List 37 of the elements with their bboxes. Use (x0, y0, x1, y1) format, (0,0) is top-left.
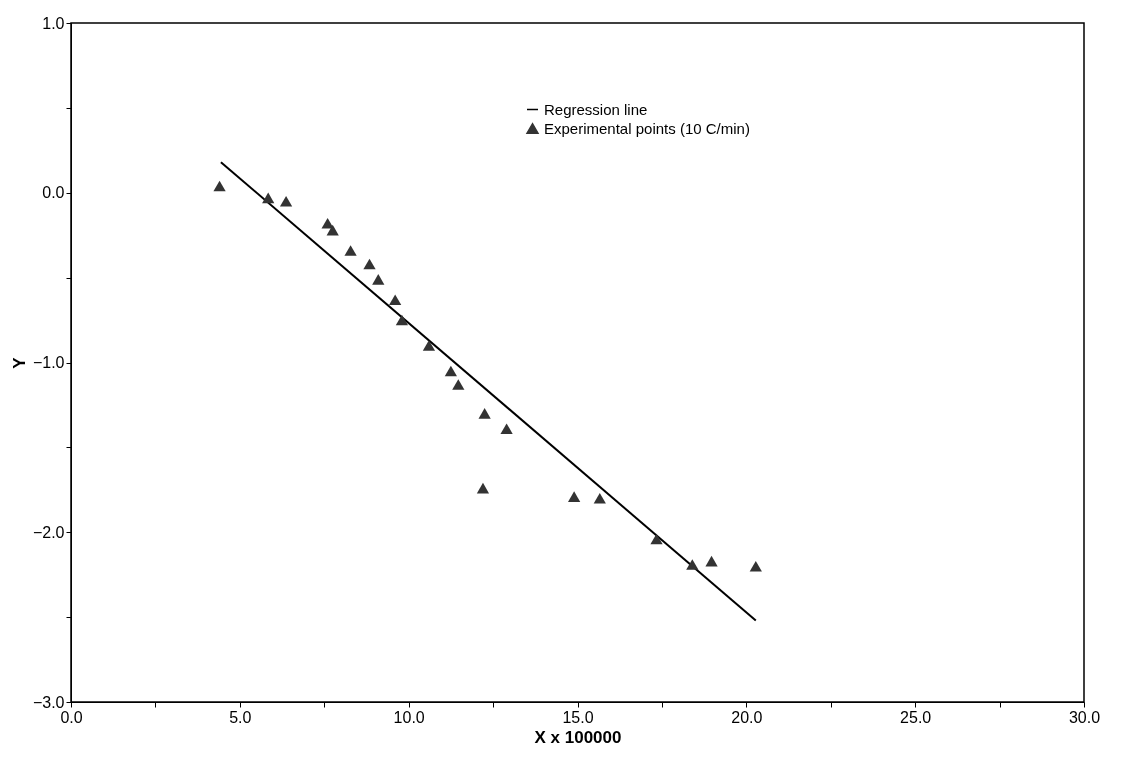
point (568, 491, 581, 502)
point (444, 365, 457, 377)
point (422, 340, 436, 351)
y-tick-label: 1.0 (42, 14, 65, 32)
legend-label: Experimental points (10 C/min) (544, 119, 750, 137)
point (395, 314, 409, 326)
point (749, 560, 762, 572)
legend-label: Regression line (544, 100, 648, 118)
point (705, 555, 718, 567)
x-tick-label: 25.0 (900, 708, 932, 726)
y-tick-label: −3.0 (32, 693, 65, 711)
point (389, 294, 402, 305)
x-tick-label: 10.0 (393, 708, 425, 726)
point (279, 195, 293, 207)
point (372, 274, 385, 285)
x-tick-label: 5.0 (229, 708, 252, 726)
x-tick-label: 20.0 (731, 708, 763, 726)
point (452, 379, 465, 390)
point (363, 258, 376, 270)
point (593, 493, 606, 504)
point (478, 408, 491, 419)
point (326, 224, 339, 236)
y-tick-label: −2.0 (32, 523, 65, 541)
point (213, 180, 226, 192)
point (686, 559, 699, 570)
point (344, 245, 357, 256)
y-tick-label: 0.0 (42, 184, 65, 202)
x-tick-label: 15.0 (562, 708, 594, 726)
x-tick-label: 30.0 (1068, 708, 1101, 726)
point (262, 192, 275, 204)
y-tick-label: −1.0 (32, 354, 65, 371)
x-tick-label: 0.0 (60, 708, 83, 726)
y-axis-title: Y (9, 356, 29, 369)
point (500, 423, 513, 435)
x-axis-title: X x 100000 (534, 727, 622, 747)
point (650, 533, 663, 545)
point (476, 482, 490, 494)
